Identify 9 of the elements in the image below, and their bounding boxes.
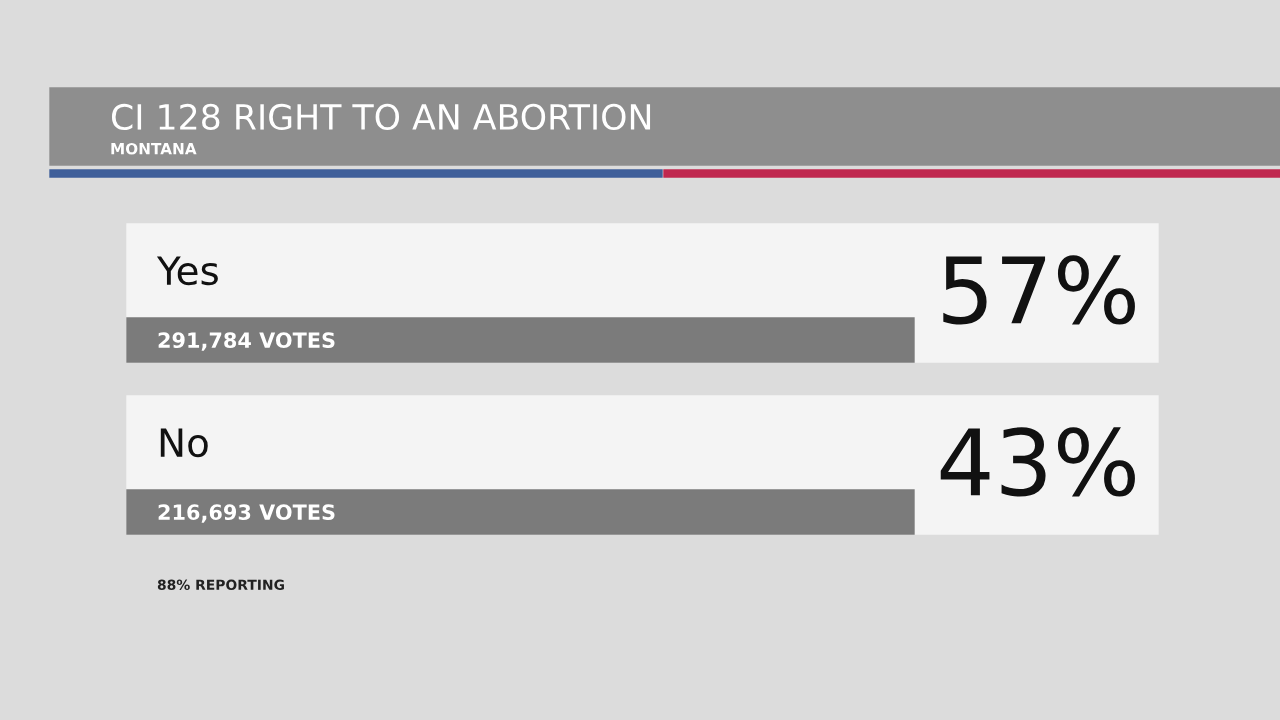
text: 291,784 VOTES	[158, 332, 335, 351]
text: 88% REPORTING	[157, 579, 284, 591]
data-label: 57%	[943, 255, 1135, 325]
category-label: No	[160, 428, 208, 458]
text: CI 128 RIGHT TO AN ABORTION	[111, 103, 651, 131]
text: 216,693 VOTES	[158, 504, 335, 523]
data-label: 43%	[940, 427, 1135, 497]
text: MONTANA	[111, 142, 197, 155]
category-label: Yes	[156, 256, 218, 286]
